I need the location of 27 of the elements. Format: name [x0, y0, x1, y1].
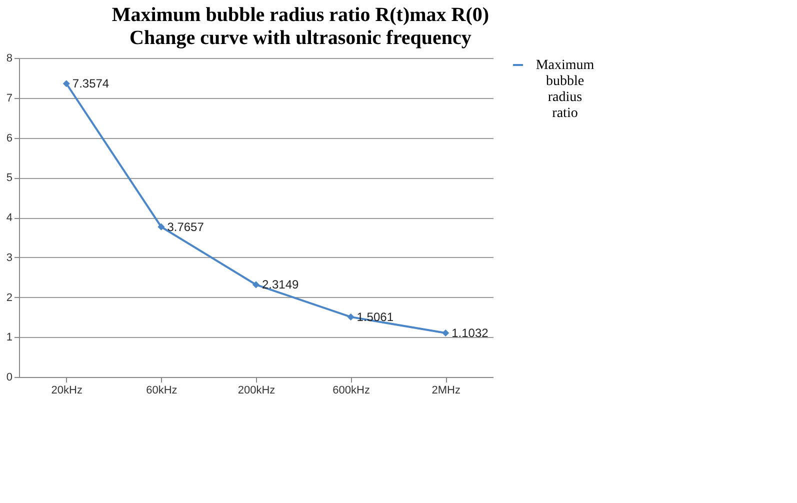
data-label: 2.3149 — [262, 278, 300, 292]
point — [62, 80, 70, 88]
data-label: 7.3574 — [72, 76, 110, 91]
chart-subtitle: Change curve with ultrasonic frequency — [130, 27, 472, 49]
y-tick-label: 8 — [6, 52, 12, 64]
x-tick-label: 200kHz — [238, 384, 276, 396]
data-label: 3.7657 — [167, 220, 204, 234]
y-tick-label: 0 — [6, 372, 12, 384]
legend-label: Maximum bubble radius ratio — [536, 58, 594, 121]
y-tick-label: 2 — [6, 292, 12, 304]
x-tick-label: 60kHz — [146, 384, 178, 396]
y-tick-label: 1 — [6, 332, 12, 344]
data-label: 1.1032 — [452, 326, 489, 340]
chart-title: Maximum bubble radius ratio R(t)max R(0) — [112, 4, 490, 26]
y-tick-label: 5 — [6, 172, 12, 184]
point — [442, 329, 450, 337]
point — [158, 223, 165, 230]
y-tick-label: 7 — [6, 92, 12, 104]
x-tick-label: 600kHz — [332, 384, 370, 396]
y-tick-label: 4 — [6, 212, 12, 224]
point — [347, 313, 354, 320]
x-tick-label: 20kHz — [51, 384, 82, 396]
data-label: 1.5061 — [356, 310, 394, 324]
point — [252, 281, 260, 288]
y-tick-label: 3 — [6, 252, 12, 264]
x-tick-label: 2MHz — [432, 384, 460, 396]
y-tick-label: 6 — [6, 132, 12, 144]
